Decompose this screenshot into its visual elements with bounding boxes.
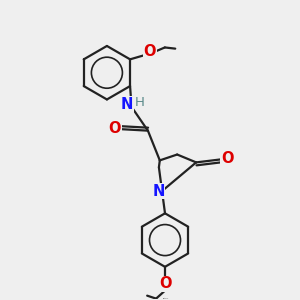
Text: O: O	[159, 276, 171, 291]
Text: N: N	[121, 97, 133, 112]
Text: O: O	[221, 151, 233, 166]
Text: methoxy: methoxy	[163, 297, 169, 298]
Text: O: O	[108, 121, 121, 136]
Text: N: N	[152, 184, 165, 199]
Text: H: H	[135, 96, 145, 109]
Text: O: O	[144, 44, 156, 59]
